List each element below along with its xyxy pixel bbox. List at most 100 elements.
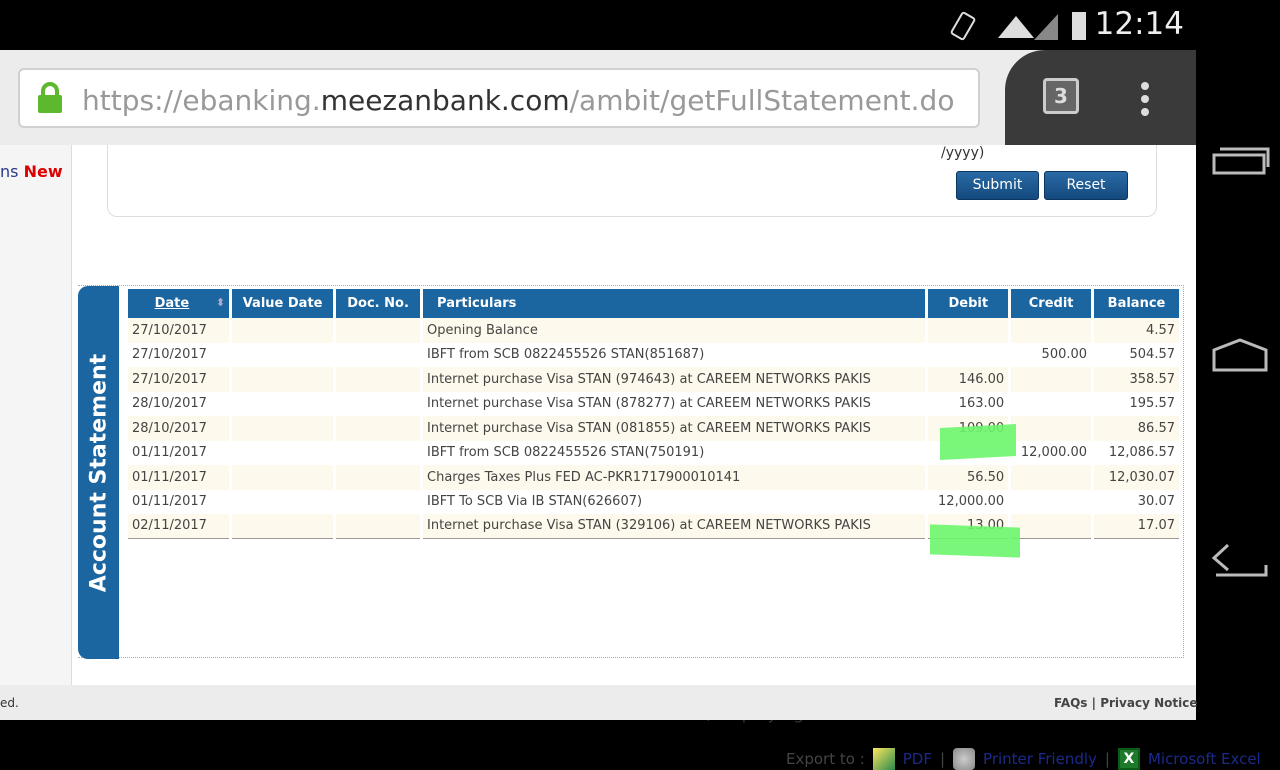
cell-particulars: Internet purchase Visa STAN (081855) at …	[423, 416, 926, 441]
address-bar[interactable]: https://ebanking.meezanbank.com/ambit/ge…	[18, 68, 980, 128]
cell-date: 01/11/2017	[132, 445, 207, 461]
column-header-doc-no: Doc. No.	[336, 289, 421, 318]
cell-debit: 146.00	[928, 367, 1009, 392]
cell-doc-no	[336, 367, 421, 392]
cell-particulars: Charges Taxes Plus FED AC-PKR17179000101…	[423, 465, 926, 490]
cell-doc-no	[336, 490, 420, 515]
table-row: 01/11/2017 IBFT To SCB Via IB STAN(626607…	[128, 490, 1179, 515]
cell-credit	[1011, 416, 1092, 441]
cell-debit: 56.50	[928, 465, 1009, 490]
cell-balance: 12,086.57	[1108, 445, 1175, 461]
cell-doc-no	[336, 318, 421, 343]
cell-date: 28/10/2017	[128, 416, 230, 441]
lock-icon	[38, 82, 62, 113]
cell-balance: 86.57	[1094, 416, 1179, 441]
cell-value-date	[232, 343, 333, 368]
cell-credit	[1011, 465, 1092, 490]
cell-value-date	[232, 441, 333, 466]
cell-debit	[928, 343, 1008, 368]
sidebar-link[interactable]: ns New	[0, 162, 63, 181]
export-pdf-link[interactable]: PDF	[902, 750, 932, 768]
cell-credit	[1011, 490, 1091, 515]
cell-debit: 163.00	[958, 396, 1005, 412]
nav-icons	[1211, 147, 1270, 577]
browser-toolbar: https://ebanking.meezanbank.com/ambit/ge…	[0, 50, 1196, 145]
cell-particulars: Internet purchase Visa STAN (878277) at …	[427, 396, 871, 412]
recents-icon	[1212, 153, 1266, 175]
table-row: 28/10/2017 Internet purchase Visa STAN (0…	[128, 416, 1179, 441]
column-header-particulars: Particulars	[423, 289, 926, 318]
excel-link[interactable]: Microsoft Excel	[1147, 750, 1261, 768]
cell-date: 28/10/2017	[132, 396, 207, 412]
page-footer: ed. FAQs | Privacy Notice	[0, 685, 1198, 720]
cell-doc-no	[336, 514, 421, 539]
web-page: ns New /yyyy) Submit Reset Account State…	[0, 145, 1261, 770]
rotation-icon	[950, 11, 976, 41]
cell-credit	[1011, 318, 1092, 343]
url-prefix: https://ebanking.	[82, 84, 321, 117]
cell-particulars: Internet purchase Visa STAN (974643) at …	[423, 367, 926, 392]
table-row: 28/10/2017 Internet purchase Visa STAN (8…	[128, 392, 1179, 417]
back-icon	[1211, 543, 1268, 577]
cell-balance: 12,030.07	[1094, 465, 1179, 490]
search-form: /yyyy) Submit Reset	[107, 145, 1157, 217]
cell-balance: 30.07	[1137, 494, 1175, 510]
cell-credit	[1011, 392, 1091, 417]
cell-value-date	[232, 465, 334, 490]
tab-controls: 3	[1005, 50, 1196, 145]
cell-credit	[1011, 367, 1092, 392]
column-header-credit: Credit	[1011, 289, 1092, 318]
battery-icon	[1072, 12, 1086, 40]
cell-value-date	[232, 367, 334, 392]
status-bar: 12:14	[0, 0, 1280, 50]
table-row: 27/10/2017 Opening Balance 4.57	[128, 318, 1179, 343]
cell-balance: 4.57	[1094, 318, 1179, 343]
cell-doc-no	[336, 343, 420, 368]
privacy-notice-link[interactable]: Privacy Notice	[1100, 696, 1198, 710]
url-path: /ambit/getFullStatement.do	[569, 84, 955, 117]
account-statement-panel: Account Statement Date ⬍ Value Date Doc. N…	[78, 285, 1261, 770]
cell-date: 01/11/2017	[132, 494, 207, 510]
cell-date: 27/10/2017	[128, 367, 230, 392]
tab-switcher-button[interactable]: 3	[1043, 78, 1079, 114]
overflow-menu-icon[interactable]	[1141, 82, 1149, 121]
cell-doc-no	[336, 441, 420, 466]
printer-icon[interactable]	[953, 748, 976, 770]
cell-particulars: IBFT from SCB 0822455526 STAN(750191)	[427, 445, 705, 461]
left-sidebar: ns New	[0, 145, 72, 685]
cell-particulars: IBFT To SCB Via IB STAN(626607)	[427, 494, 643, 510]
table-row: 01/11/2017 IBFT from SCB 0822455526 STAN(…	[128, 441, 1179, 466]
cell-balance: 358.57	[1094, 367, 1179, 392]
cell-doc-no	[336, 392, 420, 417]
table-row: 27/10/2017 Internet purchase Visa STAN (9…	[128, 367, 1179, 392]
sort-icon[interactable]: ⬍	[215, 296, 226, 309]
cell-credit: 12,000.00	[1020, 445, 1088, 461]
cell-value-date	[232, 490, 333, 515]
date-format-hint: /yyyy)	[941, 145, 985, 161]
clock: 12:14	[1094, 6, 1184, 42]
wifi-icon	[998, 16, 1034, 38]
pdf-icon[interactable]	[872, 748, 895, 770]
cell-value-date	[232, 416, 334, 441]
submit-button[interactable]: Submit	[956, 171, 1039, 200]
column-header-date[interactable]: Date ⬍	[128, 289, 230, 318]
cell-debit	[928, 318, 1009, 343]
cell-date: 01/11/2017	[128, 465, 230, 490]
cell-particulars: Opening Balance	[423, 318, 926, 343]
cell-balance: 17.07	[1094, 514, 1179, 539]
cell-date: 27/10/2017	[128, 318, 230, 343]
reset-button[interactable]: Reset	[1044, 171, 1128, 200]
footer-text: ed.	[0, 696, 19, 710]
cell-date: 02/11/2017	[128, 514, 230, 539]
green-highlight-mark	[930, 524, 1020, 558]
excel-icon[interactable]: X	[1117, 748, 1140, 770]
android-nav-bar	[1196, 50, 1280, 720]
printer-friendly-link[interactable]: Printer Friendly	[983, 750, 1097, 768]
cell-date: 27/10/2017	[132, 347, 207, 363]
cell-particulars: IBFT from SCB 0822455526 STAN(851687)	[427, 347, 705, 363]
table-row: 27/10/2017 IBFT from SCB 0822455526 STAN(…	[128, 343, 1179, 368]
column-header-debit: Debit	[928, 289, 1009, 318]
table-row: 02/11/2017 Internet purchase Visa STAN (3…	[128, 514, 1179, 539]
faqs-link[interactable]: FAQs	[1054, 696, 1088, 710]
cell-value-date	[232, 514, 334, 539]
